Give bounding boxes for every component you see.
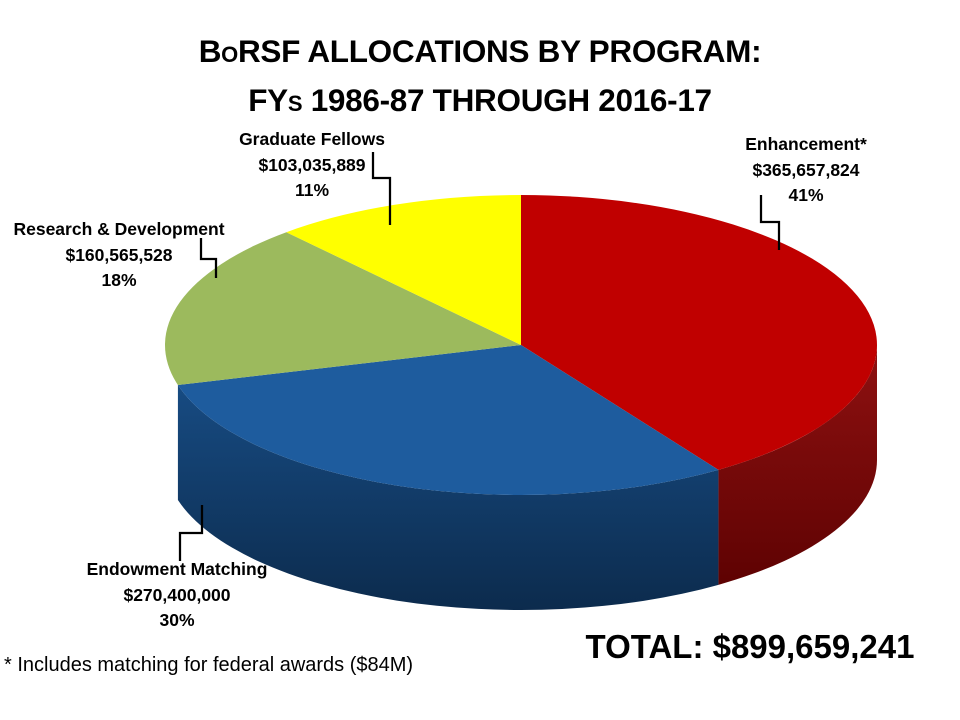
label-callout-research-development: Research & Development $160,565,528 18%	[1, 217, 237, 294]
leader-line-graduate-fellows	[371, 152, 392, 225]
pie-slice-research-development	[165, 232, 521, 386]
pie-slice-endowment-matching	[177, 345, 719, 496]
chart-title-line1: BoRSF ALLOCATIONS BY PROGRAM:	[198, 33, 762, 69]
label-callout-enhancement: Enhancement* $365,657,824 41%	[691, 132, 921, 209]
chart-title-line2: FYs 1986-87 THROUGH 2016-17	[248, 82, 712, 118]
total-label: TOTAL: $899,659,241	[585, 628, 915, 665]
pie-wall-endowment-matching	[177, 385, 719, 610]
slice-amount: $270,400,000	[123, 584, 231, 605]
pie-wall-enhancement	[718, 345, 877, 585]
pie-slice-enhancement	[521, 195, 878, 470]
leader-line-research-development	[199, 238, 218, 278]
chart-title: BoRSF ALLOCATIONS BY PROGRAM: FYs 1986-8…	[0, 27, 960, 125]
slice-percent: 41%	[788, 185, 824, 205]
footnote: * Includes matching for federal awards (…	[4, 654, 414, 676]
slice-percent: 18%	[101, 270, 137, 290]
label-callout-endowment-matching: Endowment Matching $270,400,000 30%	[62, 557, 292, 634]
slice-percent: 30%	[159, 610, 195, 630]
pie-slice-graduate-fellows	[286, 195, 521, 345]
slice-amount: $365,657,824	[752, 159, 860, 180]
label-callout-graduate-fellows: Graduate Fellows $103,035,889 11%	[197, 127, 427, 204]
leader-line-endowment-matching	[178, 505, 204, 561]
slice-percent: 11%	[294, 180, 330, 200]
slice-label: Graduate Fellows	[239, 129, 385, 149]
slice-amount: $160,565,528	[65, 244, 173, 265]
slice-label: Research & Development	[13, 219, 225, 239]
slice-label: Endowment Matching	[86, 559, 268, 579]
slice-label: Enhancement*	[745, 134, 867, 154]
slice-amount: $103,035,889	[258, 154, 366, 175]
leader-line-enhancement	[759, 195, 781, 250]
